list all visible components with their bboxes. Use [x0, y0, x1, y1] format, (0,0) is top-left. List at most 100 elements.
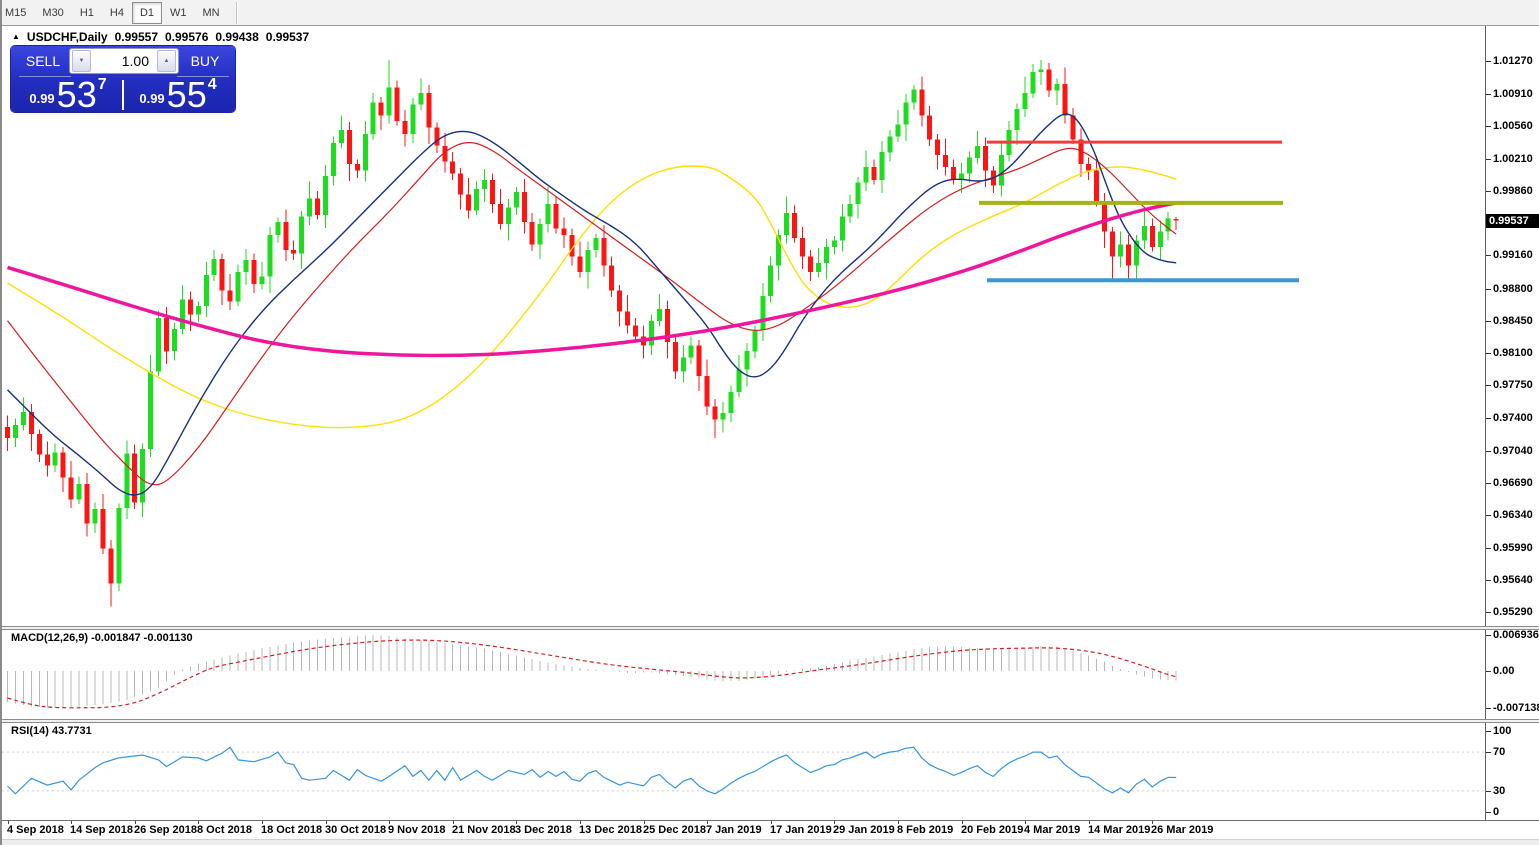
collapse-icon[interactable]: ▲ [12, 32, 20, 41]
sell-button[interactable]: SELL [25, 53, 61, 69]
candle [251, 260, 257, 284]
candle [426, 93, 432, 128]
candle [497, 203, 503, 225]
axis-tick [1486, 791, 1491, 792]
candle [1173, 218, 1179, 221]
date-tick [453, 820, 454, 824]
axis-tick [1486, 812, 1491, 813]
rsi-indicator-panel[interactable] [2, 723, 1486, 820]
tab-timeframe-h4[interactable]: H4 [109, 6, 124, 19]
candle [482, 179, 487, 190]
candle [28, 412, 34, 435]
candle [5, 426, 10, 438]
axis-tick [1486, 353, 1491, 354]
candle [1094, 170, 1100, 201]
buy-underline [177, 76, 229, 77]
candle [680, 357, 686, 372]
candle [410, 104, 416, 134]
candle [744, 351, 750, 370]
candle [943, 155, 949, 167]
candle [982, 145, 988, 171]
rsi-tick-label: 30 [1493, 785, 1506, 797]
candle [474, 189, 480, 211]
tab-timeframe-h1[interactable]: H1 [79, 6, 94, 19]
buy-price-button[interactable]: 0.99 55 4 [127, 76, 229, 113]
tab-timeframe-m15[interactable]: M15 [5, 6, 27, 19]
rsi-label: RSI(14) 43.7731 [11, 725, 92, 737]
sell-price-button[interactable]: 0.99 53 7 [17, 76, 119, 113]
volume-decrease-button[interactable]: ▼ [72, 50, 91, 72]
panel-splitter[interactable] [2, 719, 1539, 723]
sell-price-sup: 7 [97, 76, 107, 93]
candle [617, 290, 623, 312]
date-tick-label: 14 Mar 2019 [1088, 824, 1151, 836]
date-tick [516, 820, 517, 824]
date-tick [962, 820, 963, 824]
candle [20, 412, 26, 425]
candle [100, 508, 106, 549]
candle [1014, 108, 1020, 131]
date-tick-label: 30 Oct 2018 [325, 824, 387, 836]
candle [847, 203, 853, 217]
candle [195, 306, 201, 315]
time-axis[interactable]: 4 Sep 2018 14 Sep 2018 26 Sep 2018 8 Oct 20… [2, 820, 1539, 839]
date-tick [8, 820, 9, 824]
macd-indicator-panel[interactable] [2, 630, 1486, 719]
tab-timeframe-mn[interactable]: MN [202, 6, 220, 19]
rsi-tick-label: 100 [1493, 725, 1512, 737]
axis-tick [1486, 731, 1491, 732]
axis-tick [1486, 671, 1491, 672]
candle [656, 308, 662, 321]
candle [1086, 164, 1092, 171]
panel-splitter[interactable] [2, 626, 1539, 630]
buy-button[interactable]: BUY [190, 53, 220, 69]
main-price-chart[interactable] [2, 26, 1486, 626]
candle [1141, 225, 1147, 241]
candle [569, 235, 575, 257]
candle [172, 329, 177, 352]
candle [537, 224, 543, 245]
candle [808, 256, 813, 272]
candle [12, 425, 18, 438]
candle [68, 477, 74, 500]
date-tick-label: 20 Feb 2019 [961, 824, 1024, 836]
volume-input[interactable]: 1.00 [121, 53, 149, 69]
candle [434, 127, 440, 146]
candle [354, 164, 360, 171]
tab-timeframe-w1[interactable]: W1 [170, 6, 187, 19]
date-tick-label: 25 Dec 2018 [643, 824, 706, 836]
price-divider [122, 80, 124, 110]
candle [267, 235, 273, 277]
price-tick-label: 0.96340 [1493, 509, 1533, 521]
axis-tick [1486, 451, 1491, 452]
candle [664, 308, 670, 343]
price-tick-label: 0.95640 [1493, 574, 1533, 586]
axis-tick [1486, 321, 1491, 322]
candle [792, 213, 798, 238]
candle [625, 311, 631, 326]
price-tick-label: 0.95290 [1493, 606, 1533, 618]
price-tick-label: 0.95990 [1493, 542, 1533, 554]
axis-tick [1486, 255, 1491, 256]
candle [712, 406, 718, 420]
rsi-tick-label: 70 [1493, 746, 1506, 758]
tab-timeframe-m30[interactable]: M30 [42, 6, 64, 19]
time-axis-line [2, 820, 1539, 821]
tab-timeframe-d1[interactable]: D1 [131, 1, 162, 24]
volume-increase-button[interactable]: ▲ [157, 50, 176, 72]
macd-tick-label: -0.007138 [1493, 702, 1539, 714]
candle [299, 216, 305, 254]
rsi-tick-label: 0 [1493, 806, 1500, 818]
volume-box: ▼ 1.00 ▲ [69, 48, 179, 74]
candle [394, 87, 400, 121]
price-tick-label: 1.00910 [1493, 88, 1533, 100]
candle [235, 272, 241, 302]
candle [1102, 201, 1108, 232]
ohlc-high: 0.99576 [165, 30, 209, 44]
date-tick-label: 7 Jan 2019 [706, 824, 762, 836]
price-tick-label: 0.97400 [1493, 412, 1533, 424]
candle [760, 296, 766, 331]
price-axis[interactable] [1485, 26, 1539, 821]
date-tick [771, 820, 772, 824]
axis-tick [1486, 580, 1491, 581]
